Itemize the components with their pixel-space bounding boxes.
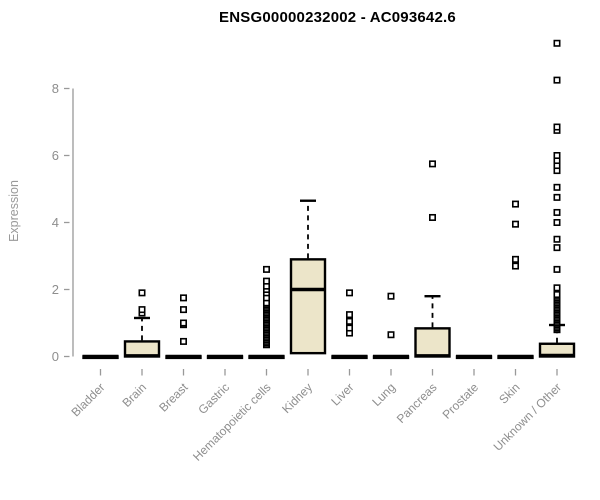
- y-tick-label: 6: [52, 148, 59, 163]
- outlier-point: [553, 244, 561, 252]
- x-category-label: Bladder: [68, 380, 107, 419]
- outlier-point: [428, 160, 436, 168]
- chart-title: ENSG00000232002 - AC093642.6: [219, 9, 456, 26]
- outlier-point: [553, 39, 561, 47]
- x-category-label: Lung: [369, 380, 398, 409]
- outlier-point: [345, 324, 353, 332]
- y-tick-label: 8: [52, 81, 59, 96]
- x-category-label: Kidney: [279, 380, 315, 416]
- x-category-label: Breast: [156, 380, 191, 415]
- box-8: [414, 327, 451, 358]
- outlier-point: [553, 123, 561, 131]
- outlier-point: [262, 277, 270, 285]
- x-category-label: Brain: [119, 380, 149, 410]
- outlier-point: [138, 289, 146, 297]
- outlier-point: [345, 317, 353, 325]
- x-category-label: Liver: [328, 380, 356, 408]
- outlier-point: [345, 311, 353, 319]
- outlier-point: [387, 292, 395, 300]
- outlier-point: [553, 219, 561, 227]
- outlier-point: [553, 291, 561, 299]
- outlier-point: [553, 152, 561, 160]
- x-category-label: Hematopoietic cells: [190, 380, 273, 463]
- outlier-point: [511, 262, 519, 270]
- outlier-point: [180, 319, 188, 327]
- outlier-point: [553, 183, 561, 191]
- outlier-point: [138, 306, 146, 314]
- y-tick-label: 0: [52, 349, 59, 364]
- x-category-label: Prostate: [440, 380, 482, 422]
- outlier-point: [511, 255, 519, 263]
- x-category-label: Skin: [496, 380, 522, 406]
- outlier-point: [553, 208, 561, 216]
- outlier-point: [511, 200, 519, 208]
- y-tick-label: 2: [52, 282, 59, 297]
- outlier-point: [553, 76, 561, 84]
- outlier-point: [553, 193, 561, 201]
- outlier-point: [262, 265, 270, 273]
- outlier-point: [180, 306, 188, 314]
- outlier-point: [511, 220, 519, 228]
- y-tick-label: 4: [52, 215, 59, 230]
- outlier-point: [553, 284, 561, 292]
- outlier-point: [387, 331, 395, 339]
- x-category-label: Gastric: [195, 380, 232, 417]
- box-5: [289, 258, 327, 355]
- outlier-point: [180, 294, 188, 302]
- outlier-point: [428, 213, 436, 221]
- x-category-label: Pancreas: [394, 380, 440, 426]
- outlier-point: [553, 265, 561, 273]
- outlier-point: [345, 289, 353, 297]
- outlier-point: [553, 235, 561, 243]
- outlier-point: [180, 337, 188, 345]
